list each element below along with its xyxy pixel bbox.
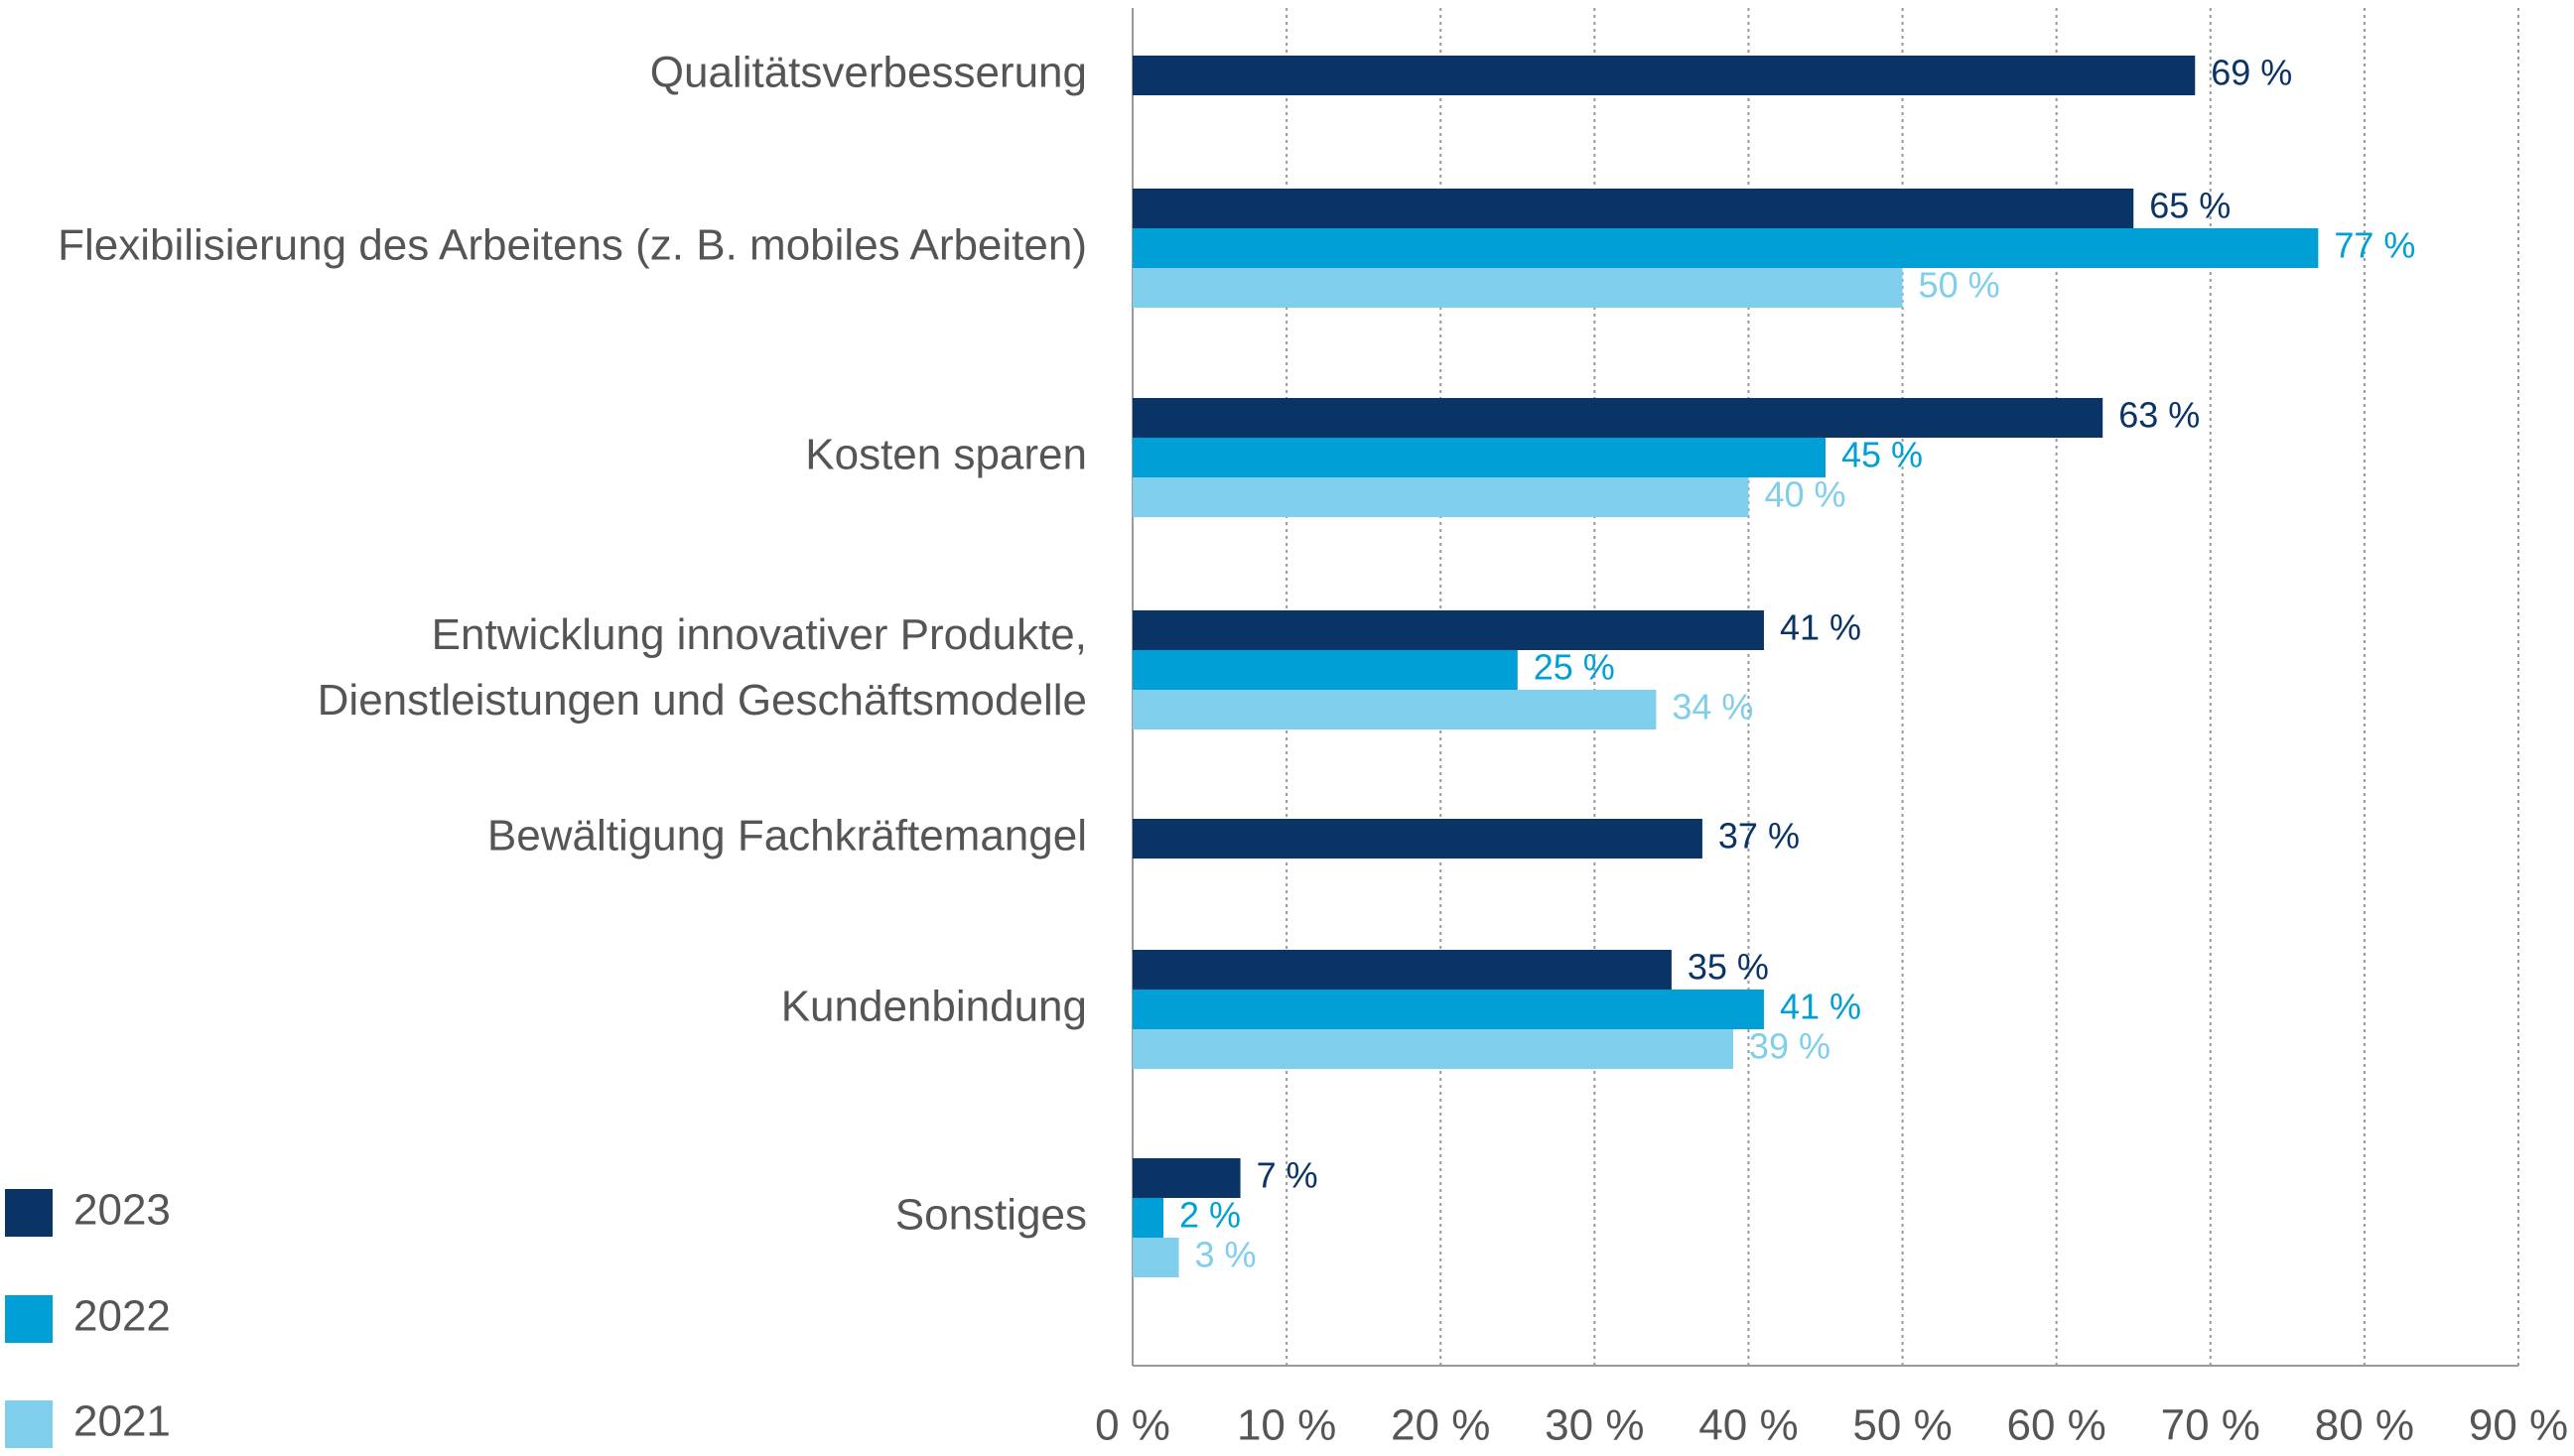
legend-label: 2021: [73, 1397, 171, 1446]
value-label: 50 %: [1919, 265, 2000, 306]
bar: [1133, 819, 1702, 859]
value-label: 37 %: [1718, 816, 1800, 857]
legend-swatch: [5, 1189, 53, 1237]
value-label: 40 %: [1764, 474, 1845, 515]
value-label: 3 %: [1195, 1235, 1257, 1275]
x-tick-label: 60 %: [2007, 1401, 2106, 1450]
bar: [1133, 438, 1826, 477]
value-label: 77 %: [2334, 225, 2415, 266]
x-tick-label: 50 %: [1852, 1401, 1952, 1450]
value-label: 69 %: [2211, 53, 2292, 93]
legend-swatch: [5, 1295, 53, 1343]
value-label: 39 %: [1749, 1026, 1830, 1067]
category-label: Kosten sparen: [805, 431, 1087, 479]
value-label: 45 %: [1841, 435, 1923, 475]
bar: [1133, 398, 2103, 438]
bar: [1133, 1198, 1164, 1238]
bar: [1133, 1158, 1241, 1198]
value-label: 41 %: [1780, 607, 1861, 648]
category-label: Flexibilisierung des Arbeitens (z. B. mo…: [58, 221, 1087, 270]
value-label: 34 %: [1672, 687, 1753, 728]
bar: [1133, 477, 1749, 517]
bar: [1133, 228, 2319, 268]
category-label: Kundenbindung: [781, 983, 1087, 1031]
bar: [1133, 990, 1764, 1029]
category-label: Bewältigung Fachkräftemangel: [487, 812, 1087, 860]
value-label: 63 %: [2118, 395, 2200, 436]
bar: [1133, 610, 1764, 650]
bar: [1133, 950, 1672, 990]
value-label: 25 %: [1534, 647, 1615, 688]
bar: [1133, 1238, 1179, 1277]
value-label: 41 %: [1780, 987, 1861, 1027]
x-tick-label: 90 %: [2469, 1401, 2568, 1450]
x-tick-label: 0 %: [1095, 1401, 1170, 1450]
value-label: 65 %: [2149, 186, 2231, 226]
bar: [1133, 650, 1518, 690]
category-label: Entwicklung innovativer Produkte, Dienstl…: [318, 610, 1087, 725]
x-tick-label: 80 %: [2315, 1401, 2414, 1450]
x-tick-label: 10 %: [1237, 1401, 1336, 1450]
legend-swatch: [5, 1400, 53, 1448]
bar: [1133, 189, 2134, 228]
x-tick-label: 70 %: [2161, 1401, 2260, 1450]
value-label: 35 %: [1688, 947, 1769, 988]
value-label: 7 %: [1257, 1155, 1318, 1196]
value-label: 2 %: [1179, 1195, 1241, 1236]
bar: [1133, 56, 2196, 95]
x-tick-label: 20 %: [1391, 1401, 1490, 1450]
x-tick-label: 40 %: [1698, 1401, 1798, 1450]
bar: [1133, 1029, 1733, 1069]
x-tick-label: 30 %: [1545, 1401, 1644, 1450]
category-label: Qualitätsverbesserung: [650, 49, 1087, 97]
bar: [1133, 268, 1903, 308]
legend-label: 2022: [73, 1292, 171, 1341]
legend-label: 2023: [73, 1186, 171, 1235]
bar: [1133, 690, 1657, 729]
category-label: Sonstiges: [895, 1191, 1087, 1240]
